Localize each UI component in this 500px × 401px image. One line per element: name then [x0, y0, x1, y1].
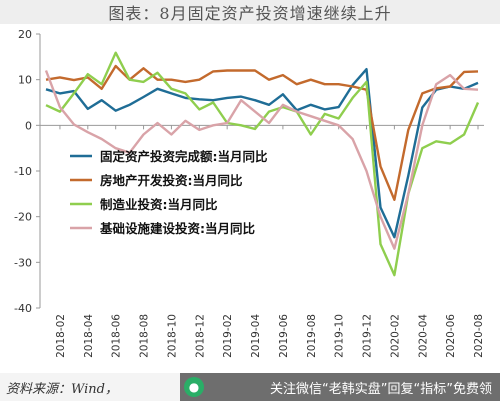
- wechat-icon: ●: [184, 377, 204, 397]
- x-tick-label: 2020-02: [389, 314, 401, 358]
- y-tick-label: 10: [18, 74, 32, 87]
- x-tick-label: 2018-10: [166, 314, 178, 358]
- x-tick-label: 2019-08: [306, 314, 318, 358]
- line-chart: 20 10 0 -10 -20 -30 -40 2018-02 2018-04 2018-06 20…: [14, 28, 485, 358]
- y-tick-label: 0: [25, 119, 32, 132]
- chart-title: 图表：8月固定资产投资增速继续上升: [108, 4, 392, 23]
- y-tick-label: -10: [14, 165, 32, 178]
- x-tick-label: 2020-08: [473, 314, 485, 358]
- watermark-banner: ● 关注微信“老韩实盘”回复“指标”免费领: [180, 373, 500, 401]
- watermark-text: 关注微信“老韩实盘”回复“指标”免费领: [270, 381, 492, 397]
- x-tick-label: 2019-12: [362, 314, 374, 358]
- legend-label-1: 固定资产投资完成额:当月同比: [100, 149, 268, 164]
- legend-label-4: 基础设施建设投资:当月同比: [99, 221, 255, 236]
- x-tick-label: 2018-08: [139, 314, 151, 358]
- series-line-2: [45, 64, 479, 201]
- x-tick-label: 2020-06: [445, 314, 457, 358]
- x-tick-label: 2019-04: [250, 314, 262, 358]
- series-line-4: [44, 70, 479, 250]
- x-tick-label: 2018-06: [111, 314, 123, 358]
- y-tick-label: -20: [14, 211, 32, 224]
- legend-label-3: 制造业投资:当月同比: [100, 197, 218, 212]
- footer: 资料来源：Wind， ● 关注微信“老韩实盘”回复“指标”免费领: [0, 373, 500, 401]
- x-tick-label: 2020-04: [417, 314, 429, 358]
- source-note: 资料来源：Wind，: [6, 382, 118, 397]
- series-line-1: [45, 68, 479, 239]
- legend-label-2: 房地产开发投资:当月同比: [100, 173, 243, 188]
- chart-title-bar: 图表：8月固定资产投资增速继续上升: [0, 0, 500, 24]
- x-tick-label: 2018-12: [194, 314, 206, 358]
- x-tick-label: 2019-06: [278, 314, 290, 358]
- x-tick-label: 2019-02: [222, 314, 234, 358]
- x-tick-label: 2018-04: [83, 314, 95, 358]
- x-tick-label: 2018-02: [55, 314, 67, 358]
- y-tick-label: -40: [14, 302, 32, 315]
- y-tick-label: 20: [18, 28, 32, 41]
- y-tick-label: -30: [14, 256, 32, 269]
- x-tick-label: 2019-10: [334, 314, 346, 358]
